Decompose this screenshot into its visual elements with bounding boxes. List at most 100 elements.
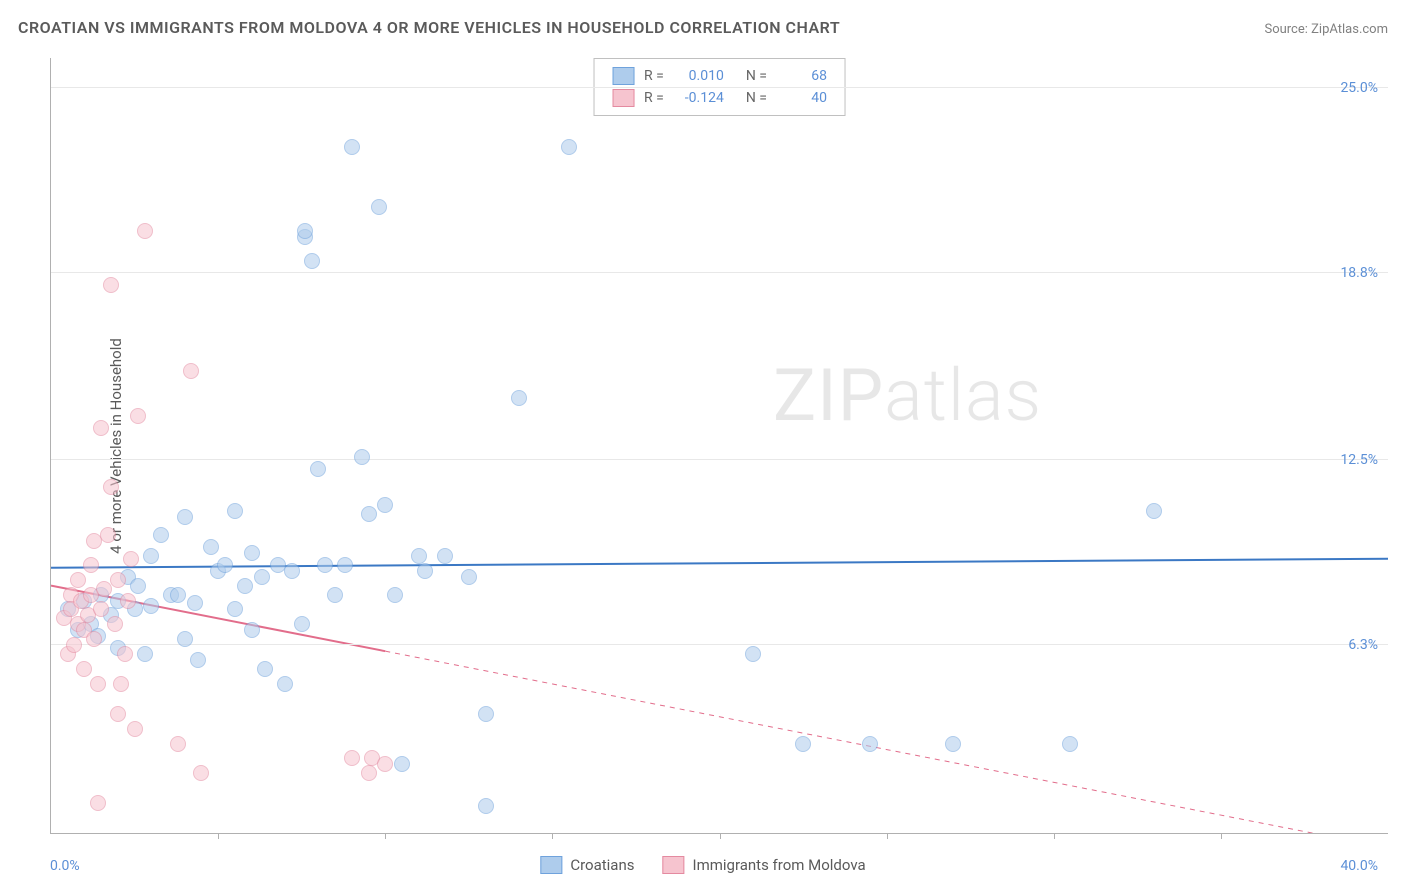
data-point	[344, 139, 360, 155]
r-label: R =	[644, 68, 664, 84]
r-label: R =	[644, 90, 664, 106]
data-point	[394, 756, 410, 772]
data-point	[100, 527, 116, 543]
data-point	[1146, 503, 1162, 519]
data-point	[561, 139, 577, 155]
data-point	[244, 622, 260, 638]
legend-label: Immigrants from Moldova	[692, 856, 865, 874]
x-tick	[385, 833, 386, 839]
x-tick	[1054, 833, 1055, 839]
data-point	[387, 587, 403, 603]
source-attribution: Source: ZipAtlas.com	[1264, 22, 1388, 37]
data-point	[183, 363, 199, 379]
data-point	[190, 652, 206, 668]
data-point	[377, 756, 393, 772]
data-point	[130, 578, 146, 594]
data-point	[297, 223, 313, 239]
data-point	[76, 661, 92, 677]
data-point	[244, 545, 260, 561]
y-tick-label: 12.5%	[1340, 452, 1378, 468]
data-point	[107, 616, 123, 632]
legend-series-item: Croatians	[540, 856, 634, 874]
data-point	[437, 548, 453, 564]
data-point	[337, 557, 353, 573]
data-point	[193, 765, 209, 781]
x-axis-min-label: 0.0%	[50, 858, 80, 874]
gridline	[51, 644, 1388, 645]
legend-swatch	[612, 67, 634, 85]
data-point	[327, 587, 343, 603]
chart-container: CROATIAN VS IMMIGRANTS FROM MOLDOVA 4 OR…	[0, 0, 1406, 892]
trend-lines-layer	[51, 58, 1388, 833]
data-point	[461, 569, 477, 585]
gridline	[51, 459, 1388, 460]
data-point	[237, 578, 253, 594]
data-point	[310, 461, 326, 477]
x-axis-max-label: 40.0%	[1340, 858, 1378, 874]
data-point	[83, 557, 99, 573]
data-point	[317, 557, 333, 573]
data-point	[170, 587, 186, 603]
data-point	[130, 408, 146, 424]
gridline	[51, 87, 1388, 88]
data-point	[945, 736, 961, 752]
y-tick-label: 6.3%	[1348, 637, 1378, 653]
data-point	[795, 736, 811, 752]
data-point	[294, 616, 310, 632]
data-point	[284, 563, 300, 579]
data-point	[187, 595, 203, 611]
r-value: -0.124	[674, 90, 724, 106]
n-label: N =	[746, 90, 767, 106]
data-point	[304, 253, 320, 269]
r-value: 0.010	[674, 68, 724, 84]
data-point	[143, 548, 159, 564]
data-point	[93, 601, 109, 617]
data-point	[344, 750, 360, 766]
data-point	[371, 199, 387, 215]
data-point	[90, 676, 106, 692]
gridline	[51, 272, 1388, 273]
plot-area: ZIPatlas R = 0.010 N = 68 R = -0.124 N =…	[50, 58, 1388, 834]
data-point	[354, 449, 370, 465]
x-tick	[887, 833, 888, 839]
data-point	[110, 572, 126, 588]
watermark-bold: ZIP	[773, 353, 884, 438]
legend-label: Croatians	[570, 856, 634, 874]
source-name: ZipAtlas.com	[1311, 22, 1388, 37]
data-point	[90, 795, 106, 811]
x-tick	[218, 833, 219, 839]
data-point	[361, 506, 377, 522]
chart-title: CROATIAN VS IMMIGRANTS FROM MOLDOVA 4 OR…	[18, 18, 840, 37]
data-point	[177, 631, 193, 647]
data-point	[103, 479, 119, 495]
legend-correlation-row: R = 0.010 N = 68	[612, 65, 827, 87]
data-point	[417, 563, 433, 579]
data-point	[127, 721, 143, 737]
data-point	[377, 497, 393, 513]
legend-series: Croatians Immigrants from Moldova	[540, 856, 865, 874]
data-point	[361, 765, 377, 781]
data-point	[143, 598, 159, 614]
data-point	[177, 509, 193, 525]
n-label: N =	[746, 68, 767, 84]
y-tick-label: 18.8%	[1340, 265, 1378, 281]
data-point	[70, 572, 86, 588]
data-point	[103, 277, 119, 293]
data-point	[203, 539, 219, 555]
watermark: ZIPatlas	[773, 353, 1042, 438]
data-point	[123, 551, 139, 567]
data-point	[511, 390, 527, 406]
data-point	[1062, 736, 1078, 752]
data-point	[862, 736, 878, 752]
data-point	[254, 569, 270, 585]
data-point	[478, 798, 494, 814]
data-point	[170, 736, 186, 752]
data-point	[117, 646, 133, 662]
x-tick	[720, 833, 721, 839]
data-point	[227, 503, 243, 519]
data-point	[217, 557, 233, 573]
legend-series-item: Immigrants from Moldova	[662, 856, 865, 874]
data-point	[120, 593, 136, 609]
x-tick	[1221, 833, 1222, 839]
data-point	[137, 646, 153, 662]
